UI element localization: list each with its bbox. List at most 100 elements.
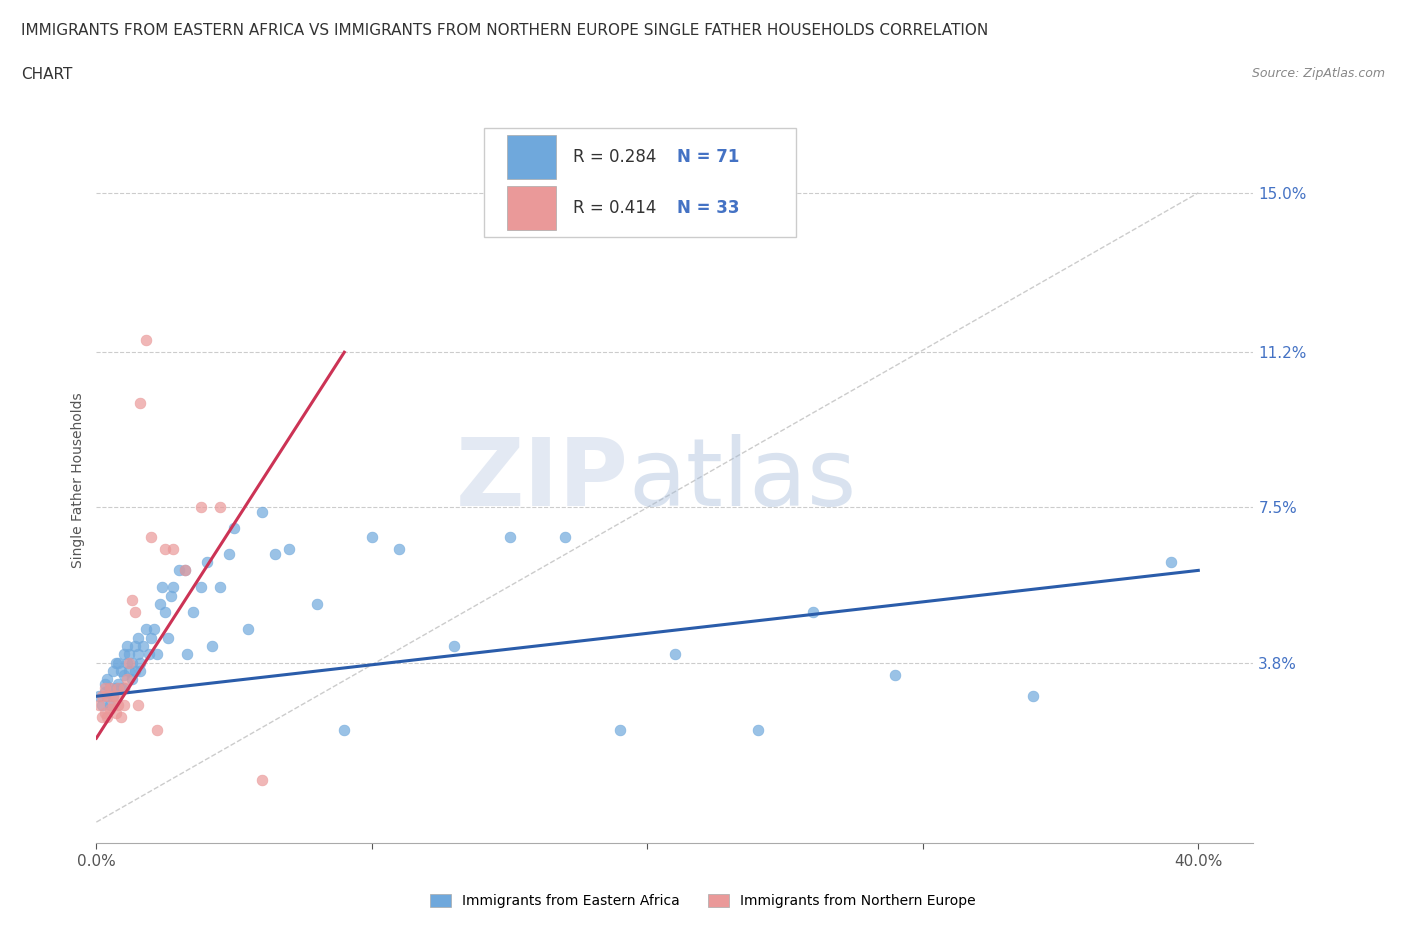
Point [218, 546, 240, 561]
Point [115, 672, 138, 687]
Point [96, 689, 118, 704]
Point [162, 579, 184, 594]
Point [98, 681, 121, 696]
Point [152, 579, 174, 594]
Point [747, 723, 769, 737]
Point [360, 529, 382, 544]
Point [159, 588, 181, 603]
Point [181, 604, 204, 619]
Point [112, 698, 135, 712]
Point [135, 621, 157, 636]
Point [222, 521, 245, 536]
Text: R = 0.414: R = 0.414 [574, 199, 657, 217]
Point [87, 689, 110, 704]
Point [93, 684, 115, 699]
Point [138, 647, 160, 662]
Point [124, 604, 146, 619]
Point [96, 689, 118, 704]
Point [98, 681, 121, 696]
Point [190, 579, 212, 594]
Point [129, 395, 152, 410]
Point [127, 698, 149, 712]
Y-axis label: Single Father Households: Single Father Households [72, 392, 86, 568]
Point [115, 656, 138, 671]
Point [118, 664, 141, 679]
Point [101, 664, 124, 679]
Point [112, 681, 135, 696]
Point [118, 647, 141, 662]
Text: Source: ZipAtlas.com: Source: ZipAtlas.com [1251, 67, 1385, 80]
Point [112, 647, 135, 662]
Point [98, 698, 121, 712]
Point [98, 701, 121, 716]
Point [110, 710, 132, 724]
Point [96, 672, 118, 687]
Point [173, 563, 195, 578]
Point [104, 689, 127, 704]
Point [146, 723, 169, 737]
Point [664, 647, 686, 662]
Point [498, 529, 520, 544]
Point [87, 698, 110, 712]
Point [801, 604, 824, 619]
Point [101, 689, 124, 704]
Point [209, 579, 232, 594]
Point [162, 542, 184, 557]
Point [93, 681, 115, 696]
Point [101, 689, 124, 704]
Point [121, 672, 143, 687]
Text: R = 0.284: R = 0.284 [574, 148, 657, 166]
Point [1160, 554, 1182, 569]
Point [124, 639, 146, 654]
Point [554, 529, 576, 544]
Point [129, 664, 152, 679]
Point [146, 647, 169, 662]
Point [264, 546, 287, 561]
Point [141, 529, 163, 544]
Point [250, 773, 273, 788]
Point [1022, 689, 1045, 704]
Point [90, 689, 112, 704]
Point [121, 592, 143, 607]
Point [190, 500, 212, 515]
Point [110, 664, 132, 679]
Point [195, 554, 218, 569]
Point [112, 681, 135, 696]
Point [110, 681, 132, 696]
Point [135, 332, 157, 347]
Text: IMMIGRANTS FROM EASTERN AFRICA VS IMMIGRANTS FROM NORTHERN EUROPE SINGLE FATHER : IMMIGRANTS FROM EASTERN AFRICA VS IMMIGR… [21, 23, 988, 38]
Point [278, 542, 301, 557]
FancyBboxPatch shape [508, 136, 555, 179]
Point [201, 639, 224, 654]
Point [107, 698, 129, 712]
Point [104, 706, 127, 721]
Point [107, 656, 129, 671]
Text: N = 71: N = 71 [678, 148, 740, 166]
Point [609, 723, 631, 737]
Point [107, 676, 129, 691]
Point [112, 668, 135, 683]
Point [93, 706, 115, 721]
Point [305, 596, 328, 611]
Text: atlas: atlas [628, 434, 856, 526]
Point [115, 639, 138, 654]
Point [155, 542, 177, 557]
Point [155, 604, 177, 619]
Point [104, 656, 127, 671]
Legend: Immigrants from Eastern Africa, Immigrants from Northern Europe: Immigrants from Eastern Africa, Immigran… [425, 889, 981, 914]
Point [124, 664, 146, 679]
FancyBboxPatch shape [484, 128, 796, 237]
Point [101, 698, 124, 712]
Point [143, 621, 166, 636]
Point [236, 621, 259, 636]
FancyBboxPatch shape [508, 186, 555, 230]
Point [129, 656, 152, 671]
Text: N = 33: N = 33 [678, 199, 740, 217]
Point [90, 698, 112, 712]
Point [90, 710, 112, 724]
Point [127, 647, 149, 662]
Point [121, 656, 143, 671]
Point [127, 630, 149, 644]
Point [167, 563, 190, 578]
Point [149, 596, 172, 611]
